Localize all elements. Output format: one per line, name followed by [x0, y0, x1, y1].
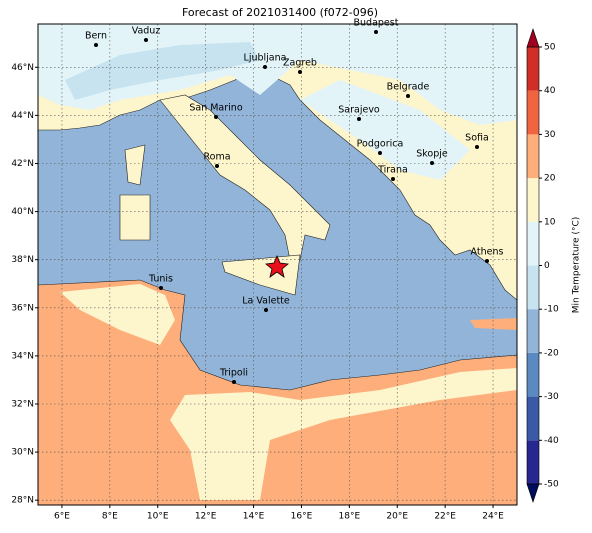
y-tick-label: 46°N [11, 63, 34, 73]
x-tick-label: 6°E [54, 512, 70, 522]
city-dot [298, 70, 302, 74]
city-dot [94, 43, 98, 47]
warm-inland [170, 368, 517, 500]
city-label: Athens [471, 247, 504, 258]
city-dot [144, 38, 148, 42]
colorbar-segment [527, 134, 539, 179]
city-dot [374, 30, 378, 34]
city-label: San Marino [189, 103, 242, 114]
warm-coast [60, 284, 175, 345]
city-label: Tunis [148, 274, 173, 285]
city-label: Bern [85, 31, 107, 42]
colorbar-tick-label: 0 [544, 261, 550, 271]
x-tick-label: 18°E [339, 512, 361, 522]
city-dot [406, 94, 410, 98]
x-tick-label: 8°E [102, 512, 118, 522]
y-tick-label: 36°N [11, 303, 34, 313]
y-tick-label: 28°N [11, 496, 34, 506]
colorbar-segment [527, 90, 539, 135]
y-tick-label: 38°N [11, 255, 34, 265]
city-dot [263, 65, 267, 69]
colorbar-segment [527, 221, 539, 266]
city-dot [391, 177, 395, 181]
colorbar: -50 -40 -30 -20 -10 0 10 20 30 40 50 [526, 28, 559, 503]
chart-title: Forecast of 2021031400 (f072-096) [182, 6, 378, 19]
colorbar-segment [527, 47, 539, 91]
colorbar-tick-label: 20 [544, 174, 556, 184]
colorbar-segment [527, 396, 539, 441]
colorbar-tick-label: 30 [544, 130, 556, 140]
city-dot [430, 161, 434, 165]
city-label: Podgorica [357, 139, 404, 150]
italy [159, 94, 331, 261]
colorbar-tick-label: -30 [544, 392, 559, 402]
city-dot [214, 115, 218, 119]
x-tick-label: 24°E [482, 512, 504, 522]
city-dot [232, 380, 236, 384]
colorbar-extend-min [526, 483, 540, 503]
grid: 6°E 8°E 10°E 12°E 14°E 16°E 18°E 20°E 22°E 24°E 28… [11, 24, 517, 522]
y-tick-label: 30°N [11, 448, 34, 458]
city-label: Roma [203, 152, 230, 163]
city-label: Tripoli [219, 368, 248, 379]
colorbar-tick-label: 40 [544, 86, 556, 96]
x-tick-label: 10°E [147, 512, 169, 522]
city-label: Sarajevo [338, 105, 380, 116]
colorbar-segment [527, 265, 539, 310]
city-dot [159, 286, 163, 290]
colorbar-tick-label: 50 [544, 43, 556, 53]
city-dot [485, 259, 489, 263]
city-label: La Valette [242, 296, 290, 307]
colorbar-tick-label: 10 [544, 217, 556, 227]
map-frame [37, 23, 518, 506]
x-tick-label: 12°E [195, 512, 217, 522]
star-marker [265, 254, 289, 278]
city-label: Sofia [465, 133, 489, 144]
colorbar-tick-label: -40 [544, 436, 559, 446]
city-label: Ljubljana [244, 53, 287, 64]
y-tick-label: 40°N [11, 207, 34, 217]
city-label: Belgrade [387, 82, 430, 93]
colorbar-tick-label: -50 [544, 480, 559, 490]
y-tick-label: 42°N [11, 159, 34, 169]
y-tick-label: 44°N [11, 111, 34, 121]
colorbar-segment [527, 178, 539, 222]
x-tick-label: 20°E [386, 512, 408, 522]
city-dot [264, 308, 268, 312]
city-label: Tirana [377, 165, 408, 176]
city-label: Budapest [354, 18, 399, 29]
sardinia [119, 194, 151, 241]
x-tick-label: 22°E [434, 512, 456, 522]
colorbar-segment [527, 309, 539, 353]
colorbar-extend-max [526, 28, 540, 48]
colorbar-tick-label: -20 [544, 348, 559, 358]
colorbar-segment [527, 352, 539, 397]
corsica [124, 144, 146, 186]
city-label: Zagreb [283, 58, 317, 69]
colorbar-tick-label: -10 [544, 305, 559, 315]
city-dot [215, 164, 219, 168]
city-dot [357, 117, 361, 121]
colorbar-segment [527, 440, 539, 484]
city-dot [378, 151, 382, 155]
x-tick-label: 14°E [243, 512, 265, 522]
city-label: Vaduz [132, 26, 161, 37]
alps [65, 42, 260, 100]
y-tick-label: 32°N [11, 399, 34, 409]
x-tick-label: 16°E [291, 512, 313, 522]
city-label: Skopje [416, 149, 448, 160]
cool-balkans [300, 80, 470, 180]
city-dot [475, 145, 479, 149]
crete [470, 318, 517, 330]
y-tick-label: 34°N [11, 351, 34, 361]
colorbar-label: Min Temperature (°C) [572, 217, 582, 314]
